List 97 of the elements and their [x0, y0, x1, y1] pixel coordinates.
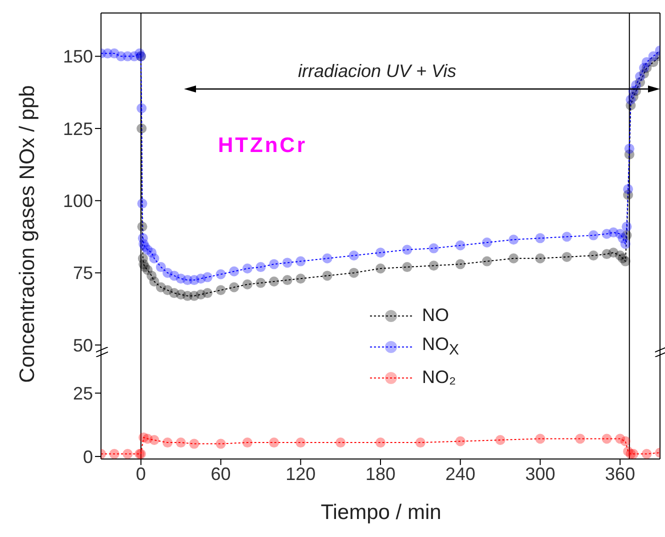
point [282, 258, 292, 268]
point [631, 80, 642, 90]
point [455, 240, 466, 250]
x-tick-label: 120 [286, 464, 316, 484]
point [136, 103, 147, 114]
point [376, 263, 386, 274]
point [588, 230, 598, 240]
point [242, 438, 252, 448]
point [455, 259, 466, 270]
point [282, 275, 292, 286]
legend-label: NO [422, 305, 449, 326]
y-tick-label: 75 [72, 263, 93, 284]
point [296, 256, 306, 266]
point [620, 256, 630, 266]
point [428, 243, 439, 254]
legend-label: NO₂ [422, 367, 456, 388]
point [162, 438, 173, 448]
point [137, 222, 148, 232]
point [535, 233, 546, 244]
point [202, 272, 212, 282]
y-axis-title: Concentracion gases NOx / ppb [16, 84, 40, 382]
point [648, 51, 658, 62]
point [229, 282, 240, 292]
point [216, 269, 226, 280]
x-tick-label: 300 [525, 464, 556, 484]
point [402, 262, 412, 272]
point [562, 252, 572, 262]
point [642, 57, 652, 68]
point [176, 438, 186, 448]
x-axis-title: Tiempo / min [320, 501, 442, 525]
y-tick-label: 25 [72, 384, 93, 404]
point [269, 276, 280, 286]
y-tick-label: 125 [62, 118, 93, 139]
point [428, 260, 439, 271]
point [136, 123, 147, 134]
point [402, 244, 412, 255]
point [269, 259, 280, 270]
point [535, 434, 546, 444]
legend-label: NO$_{X}$ [422, 334, 460, 359]
y-tick-label: 0 [82, 446, 93, 467]
point [575, 434, 586, 444]
point [642, 448, 652, 459]
point [189, 438, 200, 449]
point [588, 250, 598, 261]
point [156, 262, 166, 272]
point [242, 263, 252, 274]
point [256, 262, 266, 272]
point [620, 238, 630, 249]
point [348, 250, 359, 261]
point [602, 434, 612, 444]
point [322, 253, 332, 264]
x-tick-label: 180 [365, 464, 396, 484]
annotation: HTZnCr [218, 134, 307, 158]
point [256, 278, 266, 288]
point [149, 435, 160, 445]
point [535, 253, 546, 264]
point [229, 266, 240, 276]
x-tick-label: 360 [605, 464, 636, 484]
point [109, 448, 120, 459]
point [626, 94, 636, 105]
point [482, 238, 492, 248]
x-tick-label: 60 [210, 464, 231, 484]
point [376, 438, 386, 448]
point [149, 276, 160, 286]
point [216, 285, 226, 296]
point [508, 234, 519, 245]
point [623, 184, 634, 194]
point [508, 253, 519, 264]
x-tick-label: 240 [445, 464, 476, 484]
point [336, 438, 346, 448]
x-tick-label: 0 [136, 464, 146, 484]
point [242, 279, 252, 290]
point [415, 438, 426, 448]
point [296, 274, 306, 284]
point [376, 248, 386, 258]
point [482, 256, 492, 266]
point [296, 438, 306, 448]
point [495, 435, 506, 445]
point [202, 288, 212, 298]
point [628, 448, 638, 459]
y-tick-label: 50 [72, 335, 93, 356]
point [635, 72, 646, 82]
annotation: irradiacion UV + Vis [298, 61, 456, 82]
point [269, 438, 280, 448]
point [322, 270, 332, 281]
point [624, 144, 634, 154]
y-tick-label: 100 [62, 191, 93, 212]
point [455, 436, 466, 446]
point [622, 222, 632, 232]
point [348, 268, 359, 278]
point [137, 198, 148, 209]
point [122, 448, 133, 459]
point [216, 438, 226, 449]
point [620, 436, 630, 446]
point [562, 232, 572, 242]
y-tick-label: 150 [62, 46, 93, 67]
point [149, 253, 160, 264]
